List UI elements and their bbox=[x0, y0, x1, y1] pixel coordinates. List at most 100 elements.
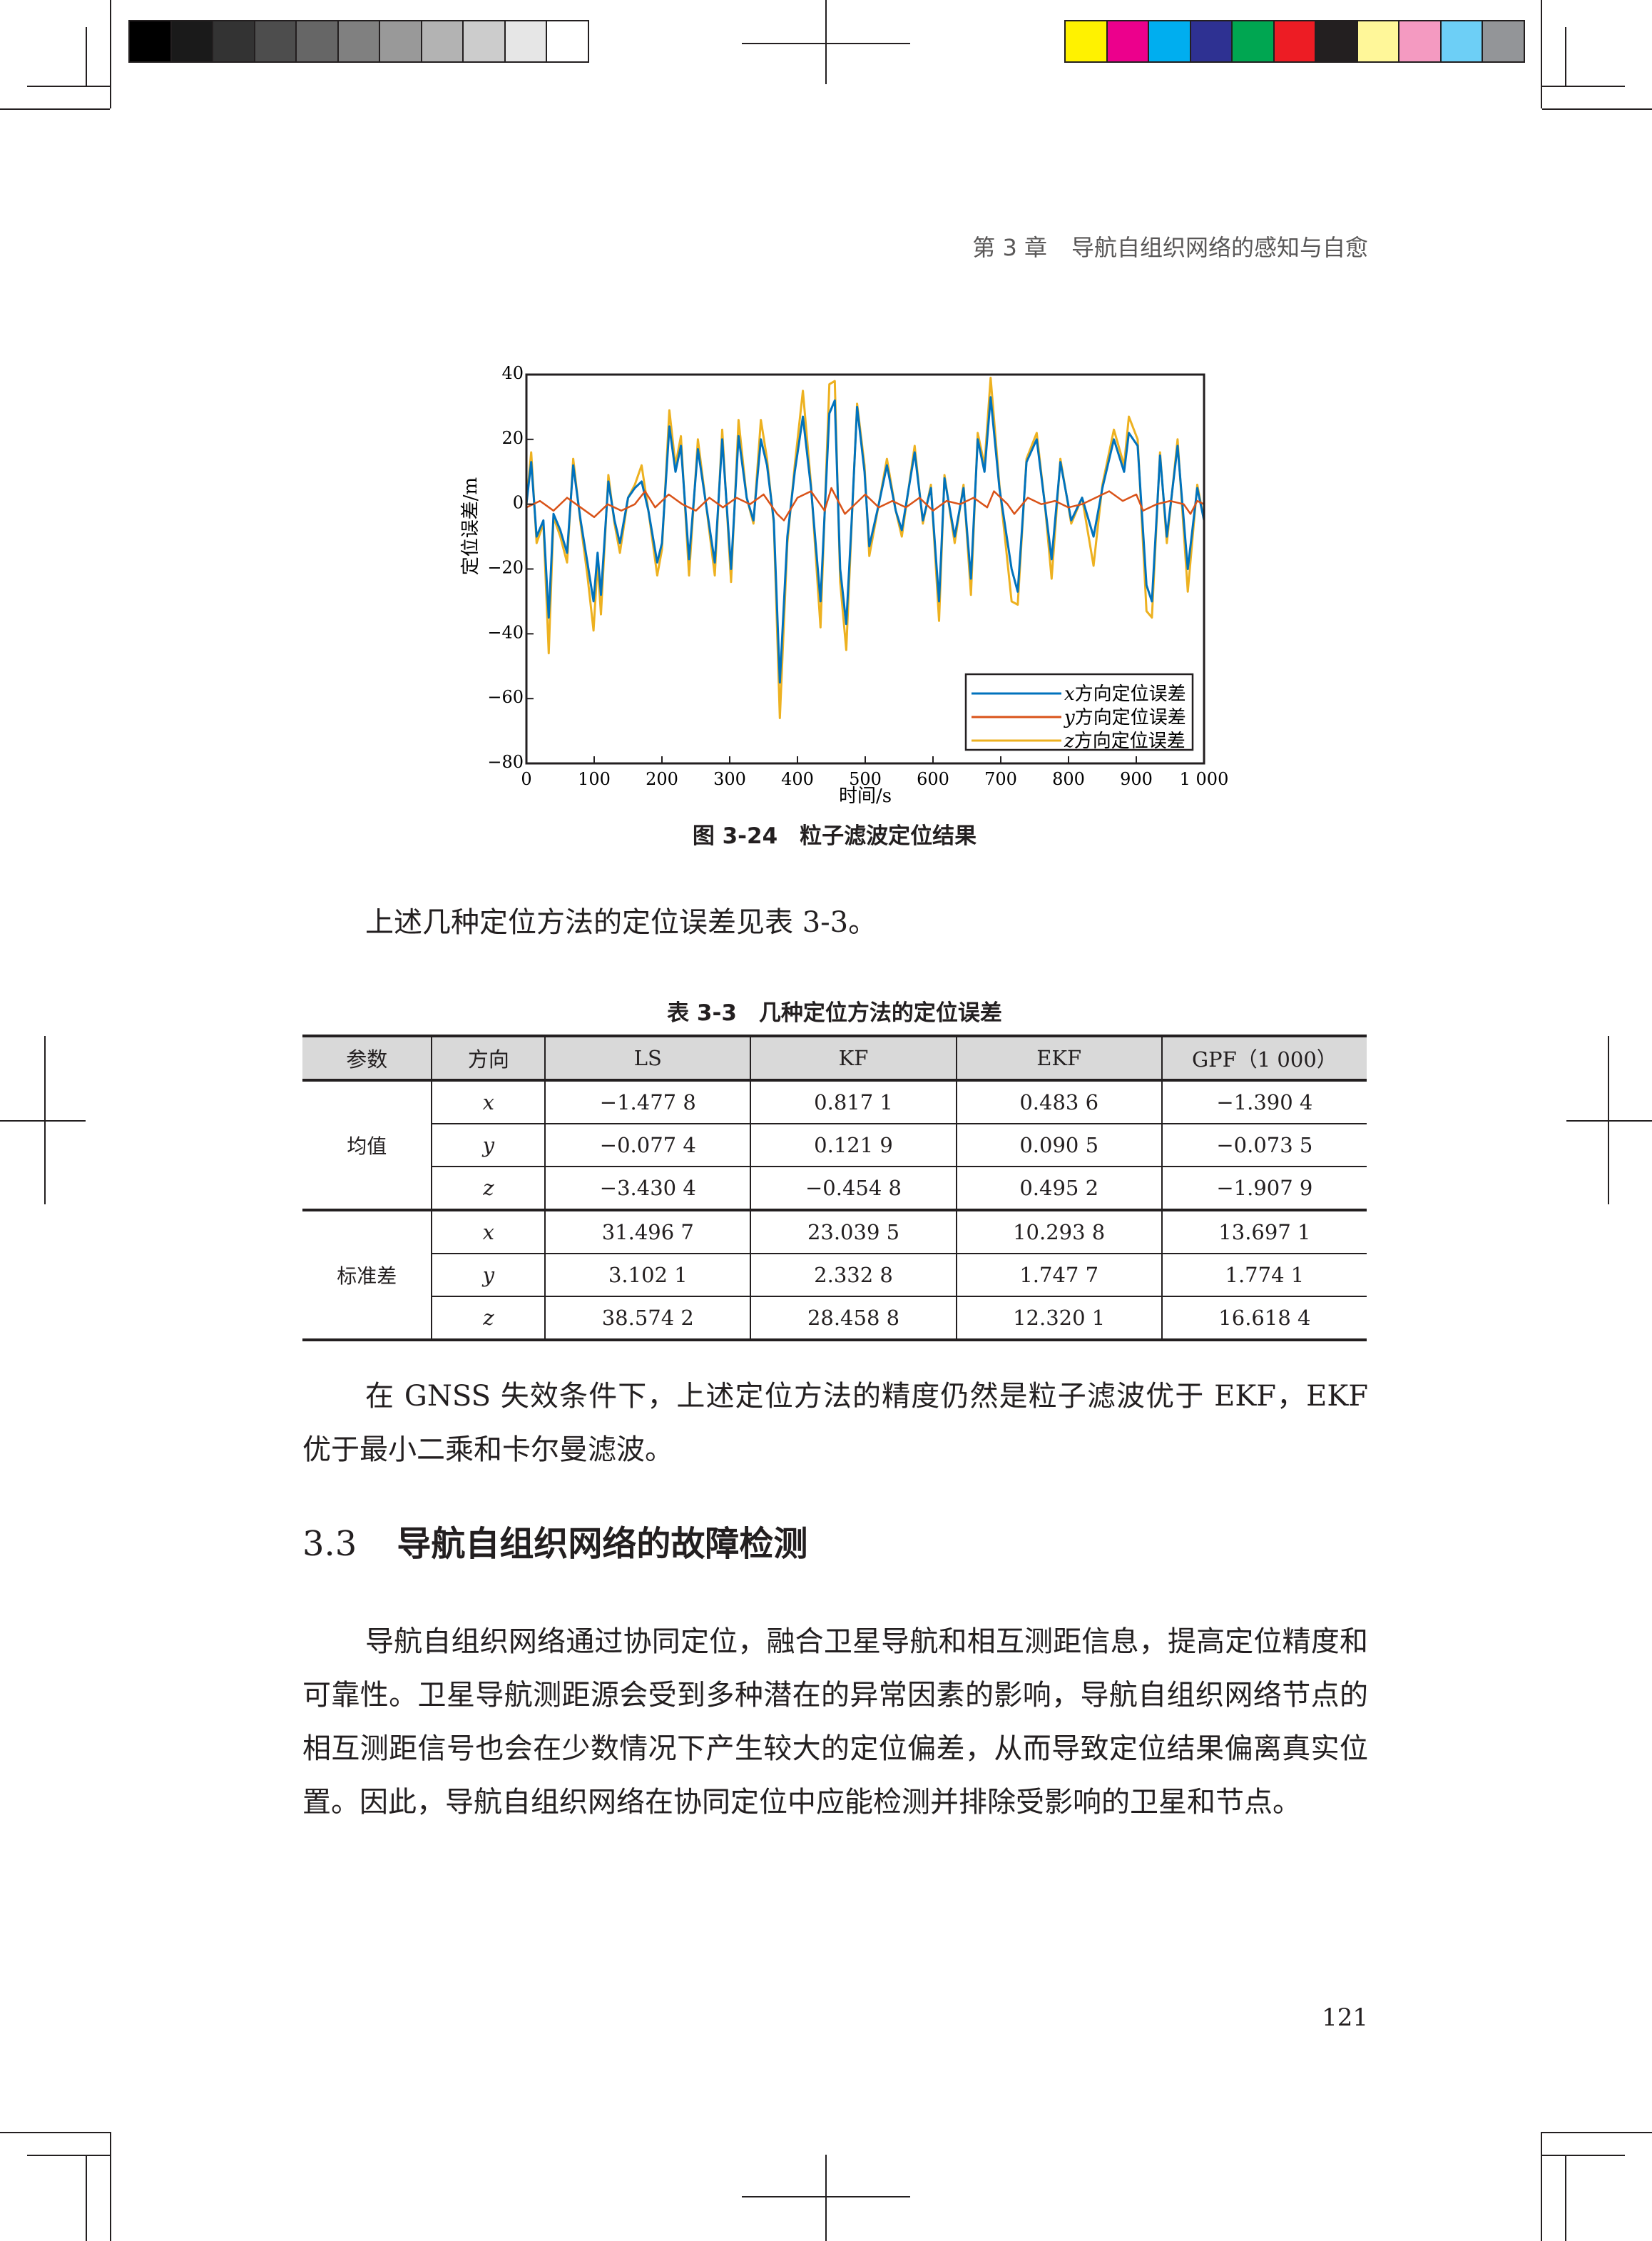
value-cell: −0.454 8 bbox=[750, 1166, 957, 1211]
legend-variable: z bbox=[1064, 731, 1074, 752]
value-cell: 0.495 2 bbox=[955, 1166, 1163, 1211]
y-tick-label: −60 bbox=[487, 687, 524, 707]
y-axis-label: 定位误差/m bbox=[460, 477, 481, 575]
value-cell: 3.102 1 bbox=[544, 1253, 752, 1297]
table-row: z −3.430 4 −0.454 8 0.495 2 −1.907 9 bbox=[302, 1166, 1367, 1211]
series-line-y bbox=[526, 487, 1205, 522]
x-tick-label: 800 bbox=[1052, 769, 1085, 789]
y-tick-label: 20 bbox=[501, 428, 524, 448]
y-tick-label: 40 bbox=[501, 363, 524, 383]
x-tick-label: 400 bbox=[781, 769, 814, 789]
column-header: 方向 bbox=[431, 1035, 546, 1082]
chart: 0 100 200 300 400 500 600 700 800 900 1 00040200−2… bbox=[460, 363, 1229, 807]
x-tick-label: 1 000 bbox=[1180, 769, 1229, 789]
intro-paragraph: 上述几种定位方法的定位误差见表 3-3。 bbox=[302, 896, 1368, 950]
legend-text: 方向定位误差 bbox=[1075, 707, 1186, 728]
parameter-cell: 均值 bbox=[302, 1079, 433, 1211]
running-header: 第 3 章导航自组织网络的感知与自愈 bbox=[972, 230, 1368, 263]
paragraph-fault-detection: 导航自组织网络通过协同定位，融合卫星导航和相互测距信息，提高定位精度和可靠性。卫… bbox=[302, 1615, 1368, 1829]
direction-cell: x bbox=[431, 1079, 546, 1124]
direction-cell: z bbox=[431, 1166, 546, 1211]
calibration-swatch bbox=[1439, 20, 1483, 63]
value-cell: 13.697 1 bbox=[1161, 1209, 1367, 1254]
direction-cell: z bbox=[431, 1296, 546, 1341]
value-cell: −1.907 9 bbox=[1161, 1166, 1367, 1211]
table-row: z 38.574 2 28.458 8 12.320 1 16.618 4 bbox=[302, 1296, 1367, 1341]
positioning-error-table: 参数 方向 LS KF EKF GPF（1 000） 均值 x −1.477 8 0.817 1… bbox=[302, 1035, 1367, 1341]
value-cell: 28.458 8 bbox=[750, 1296, 957, 1341]
value-cell: −3.430 4 bbox=[544, 1166, 752, 1211]
value-cell: 1.774 1 bbox=[1161, 1253, 1367, 1297]
calibration-swatch bbox=[1231, 20, 1275, 63]
legend-box bbox=[964, 673, 1194, 751]
table-caption: 表 3-3 几种定位方法的定位误差 bbox=[667, 1000, 1002, 1026]
column-header: 参数 bbox=[302, 1035, 433, 1082]
column-header: GPF（1 000） bbox=[1161, 1035, 1367, 1082]
calibration-swatch bbox=[504, 20, 547, 63]
calibration-swatch bbox=[128, 20, 172, 63]
table-row: 标准差 x 31.496 7 23.039 5 10.293 8 13.697 1 bbox=[302, 1209, 1367, 1341]
chapter-number: 第 3 章 bbox=[972, 234, 1047, 261]
table-row: y 3.102 1 2.332 8 1.747 7 1.774 1 bbox=[302, 1253, 1367, 1297]
figure-caption: 图 3-24 粒子滤波定位结果 bbox=[692, 823, 977, 849]
legend-label-z: z方向定位误差 bbox=[1064, 731, 1186, 752]
calibration-swatch bbox=[379, 20, 422, 63]
calibration-swatch bbox=[337, 20, 380, 63]
calibration-swatch bbox=[1148, 20, 1191, 63]
calibration-swatch bbox=[1273, 20, 1316, 63]
column-header: LS bbox=[544, 1035, 752, 1082]
value-cell: 1.747 7 bbox=[955, 1253, 1163, 1297]
table-row: y −0.077 4 0.121 9 0.090 5 −0.073 5 bbox=[302, 1123, 1367, 1167]
legend-variable: x bbox=[1064, 684, 1075, 705]
x-tick-label: 0 bbox=[521, 769, 531, 789]
value-cell: −0.077 4 bbox=[544, 1123, 752, 1167]
intro-text: 上述几种定位方法的定位误差见表 3-3。 bbox=[365, 906, 877, 939]
y-tick-label: 0 bbox=[513, 493, 524, 513]
x-tick-label: 700 bbox=[984, 769, 1017, 789]
y-tick-label: −40 bbox=[487, 622, 524, 642]
calibration-swatch bbox=[1398, 20, 1442, 63]
calibration-swatch bbox=[170, 20, 213, 63]
legend-text: 方向定位误差 bbox=[1075, 684, 1186, 705]
page-number: 121 bbox=[1322, 2003, 1368, 2032]
value-cell: 38.574 2 bbox=[544, 1296, 752, 1341]
calibration-swatch bbox=[253, 20, 297, 63]
x-axis-label: 时间/s bbox=[839, 786, 892, 807]
legend-text: 方向定位误差 bbox=[1074, 731, 1186, 752]
column-header: KF bbox=[750, 1035, 957, 1082]
x-tick-label: 200 bbox=[646, 769, 678, 789]
calibration-swatch bbox=[1106, 20, 1149, 63]
parameter-cell: 标准差 bbox=[302, 1209, 433, 1341]
value-cell: −0.073 5 bbox=[1161, 1123, 1367, 1167]
section-heading: 3.3 导航自组织网络的故障检测 bbox=[302, 1515, 807, 1565]
x-tick-label: 900 bbox=[1120, 769, 1153, 789]
legend-label-y: y方向定位误差 bbox=[1064, 707, 1186, 728]
x-tick-label: 500 bbox=[849, 769, 882, 789]
value-cell: 23.039 5 bbox=[750, 1209, 957, 1254]
value-cell: −1.477 8 bbox=[544, 1079, 752, 1124]
series-line-x bbox=[525, 396, 1205, 684]
x-tick-label: 100 bbox=[578, 769, 611, 789]
direction-cell: x bbox=[431, 1209, 546, 1254]
calibration-swatch bbox=[212, 20, 255, 63]
value-cell: 12.320 1 bbox=[955, 1296, 1163, 1341]
calibration-swatch bbox=[1189, 20, 1233, 63]
value-cell: 31.496 7 bbox=[544, 1209, 752, 1254]
value-cell: 0.090 5 bbox=[955, 1123, 1163, 1167]
calibration-swatch bbox=[295, 20, 339, 63]
value-cell: −1.390 4 bbox=[1161, 1079, 1367, 1124]
table-row: 均值 x −1.477 8 0.817 1 0.483 6 −1.390 4 bbox=[302, 1079, 1367, 1211]
calibration-swatch bbox=[1315, 20, 1358, 63]
calibration-swatch bbox=[1356, 20, 1399, 63]
y-tick-label: −20 bbox=[487, 558, 524, 578]
calibration-swatch bbox=[462, 20, 506, 63]
calibration-swatch bbox=[1064, 20, 1108, 63]
calibration-swatch bbox=[1482, 20, 1525, 63]
value-cell: 16.618 4 bbox=[1161, 1296, 1367, 1341]
y-tick-label: −80 bbox=[487, 752, 524, 772]
value-cell: 0.817 1 bbox=[750, 1079, 957, 1124]
value-cell: 10.293 8 bbox=[955, 1209, 1163, 1254]
value-cell: 0.483 6 bbox=[955, 1079, 1163, 1124]
paragraph-text: 导航自组织网络通过协同定位，融合卫星导航和相互测距信息，提高定位精度和可靠性。卫… bbox=[302, 1625, 1368, 1819]
column-header: EKF bbox=[955, 1035, 1163, 1082]
